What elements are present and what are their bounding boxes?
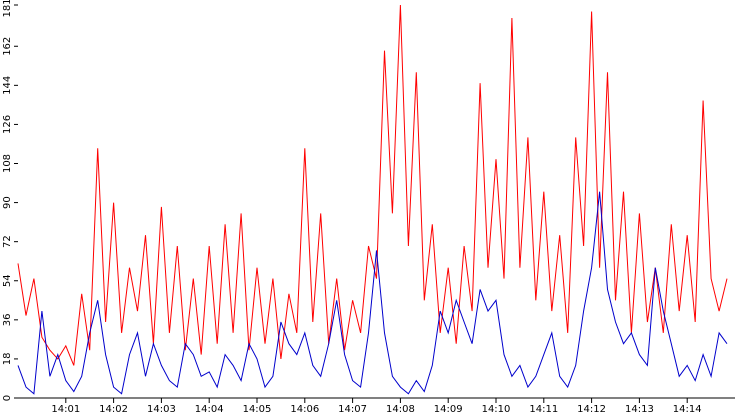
x-tick-label: 14:12 bbox=[577, 404, 606, 415]
x-tick-label: 14:07 bbox=[338, 404, 367, 415]
y-tick-label: 126 bbox=[2, 115, 13, 134]
series-line bbox=[17, 4, 728, 366]
x-tick-label: 14:01 bbox=[51, 404, 80, 415]
y-tick-label: 108 bbox=[2, 154, 13, 173]
y-tick-label: 181 bbox=[2, 0, 13, 18]
x-tick-label: 14:03 bbox=[147, 404, 176, 415]
y-tick-label: 144 bbox=[2, 76, 13, 95]
y-tick-label: 162 bbox=[2, 37, 13, 56]
x-tick-label: 14:04 bbox=[195, 404, 224, 415]
x-tick-label: 14:14 bbox=[673, 404, 702, 415]
series-line bbox=[17, 191, 728, 395]
y-tick-label: 0 bbox=[2, 395, 13, 401]
x-tick-label: 14:10 bbox=[482, 404, 511, 415]
x-tick-label: 14:13 bbox=[625, 404, 654, 415]
y-tick-label: 72 bbox=[2, 235, 13, 248]
x-tick-label: 14:09 bbox=[434, 404, 463, 415]
x-tick-label: 14:06 bbox=[290, 404, 319, 415]
y-tick-label: 54 bbox=[2, 274, 13, 287]
x-tick-label: 14:11 bbox=[529, 404, 558, 415]
y-tick-label: 36 bbox=[2, 313, 13, 326]
y-tick-label: 18 bbox=[2, 353, 13, 366]
y-tick-label: 90 bbox=[2, 196, 13, 209]
x-tick-label: 14:08 bbox=[386, 404, 415, 415]
x-tick-label: 14:05 bbox=[243, 404, 272, 415]
x-tick-label: 14:02 bbox=[99, 404, 128, 415]
